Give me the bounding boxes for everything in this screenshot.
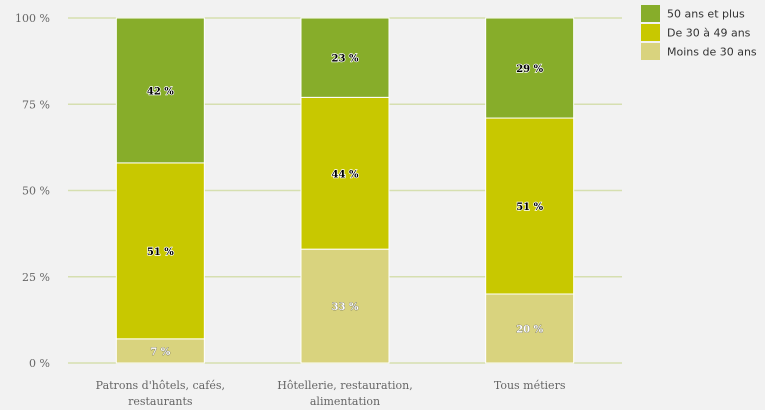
y-tick-label: 50 % [22, 185, 50, 198]
legend-label: 50 ans et plus [667, 8, 745, 21]
y-axis: 0 % 25 % 50 % 75 % 100 % [15, 12, 50, 370]
bar-segment [485, 117, 575, 295]
data-label: 42 % [147, 86, 174, 97]
y-tick-label: 100 % [15, 12, 50, 25]
y-tick-label: 75 % [22, 98, 50, 111]
x-category-label: Tous métiers [494, 379, 566, 392]
bar-segment [485, 17, 575, 119]
data-label: 51 % [516, 202, 543, 213]
x-category-label-line: Tous métiers [494, 379, 566, 392]
x-category-label-line: alimentation [310, 395, 380, 408]
bar-segment [115, 17, 205, 164]
data-label: 23 % [332, 54, 359, 65]
data-label: 20 % [516, 325, 543, 336]
x-category-label: Patrons d'hôtels, cafés, restaurants [96, 379, 225, 408]
bar-segment [115, 338, 205, 364]
data-label: 44 % [332, 169, 359, 180]
data-label: 51 % [147, 247, 174, 258]
legend-swatch [641, 5, 660, 22]
bars: 7 % 51 % 42 % 33 % 44 % 23 % 20 % 51 % 29 % [115, 17, 575, 364]
legend: 50 ans et plus De 30 à 49 ans Moins de 30 … [641, 5, 757, 60]
x-category-label-line: Patrons d'hôtels, cafés, [96, 379, 225, 392]
legend-label: Moins de 30 ans [667, 46, 757, 59]
x-category-label: Hôtellerie, restauration, alimentation [277, 379, 412, 408]
data-label: 7 % [150, 347, 170, 358]
legend-swatch [641, 24, 660, 41]
y-tick-label: 0 % [29, 357, 50, 370]
y-tick-label: 25 % [22, 271, 50, 284]
bar-segment [115, 162, 205, 340]
x-axis: Patrons d'hôtels, cafés, restaurants Hôtel… [96, 379, 566, 408]
legend-label: De 30 à 49 ans [667, 27, 751, 40]
data-label: 29 % [516, 64, 543, 75]
x-category-label-line: restaurants [128, 395, 193, 408]
data-label: 33 % [332, 302, 359, 313]
bar-segment [300, 17, 390, 98]
bar-segment [485, 293, 575, 364]
legend-swatch [641, 43, 660, 60]
x-category-label-line: Hôtellerie, restauration, [277, 379, 412, 392]
